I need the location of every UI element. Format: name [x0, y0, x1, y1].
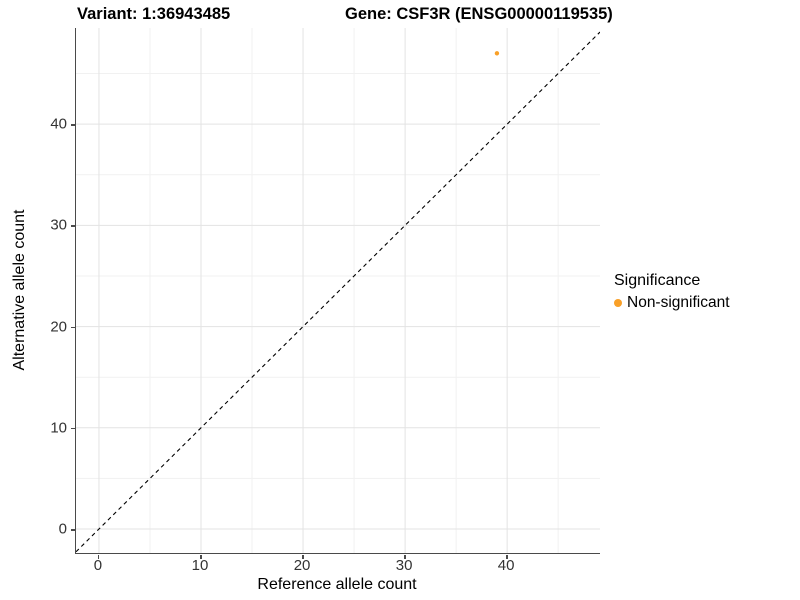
x-tick-label: 20	[293, 557, 311, 574]
y-tick-mark	[71, 427, 75, 430]
x-tick-mark	[97, 554, 100, 559]
x-tick-mark	[506, 554, 508, 559]
y-tick-label: 0	[58, 520, 67, 538]
legend-label: Non-significant	[627, 294, 730, 311]
legend: Significance Non-significant	[614, 272, 730, 312]
y-tick-mark	[71, 225, 75, 227]
x-tick-label: 10	[191, 557, 209, 574]
data-point	[494, 51, 500, 56]
y-tick-label: 30	[50, 216, 67, 234]
identity-dashed-line	[76, 31, 600, 553]
plot-panel	[75, 28, 600, 554]
x-axis-title: Reference allele count	[257, 576, 417, 593]
plot-title-gene: Gene: CSF3R (ENSG00000119535)	[345, 5, 613, 23]
plot-canvas	[76, 28, 600, 553]
y-tick-label: 10	[50, 419, 67, 437]
y-axis-title: Alternative allele count	[11, 209, 28, 371]
legend-point-icon	[614, 299, 622, 307]
x-tick-label: 40	[497, 557, 515, 574]
y-tick-mark	[71, 124, 75, 126]
x-tick-mark	[200, 554, 202, 559]
x-tick-mark	[302, 554, 304, 559]
x-tick-label: 30	[395, 557, 413, 574]
legend-item: Non-significant	[614, 294, 730, 312]
y-tick-mark	[71, 326, 75, 329]
y-tick-mark	[71, 529, 75, 531]
legend-items: Non-significant	[614, 294, 730, 312]
plot-title-variant: Variant: 1:36943485	[77, 5, 231, 23]
y-tick-label: 40	[50, 115, 67, 133]
x-tick-label: 0	[93, 557, 103, 574]
legend-title: Significance	[614, 272, 701, 289]
y-tick-label: 20	[50, 318, 67, 336]
x-tick-mark	[404, 554, 406, 559]
